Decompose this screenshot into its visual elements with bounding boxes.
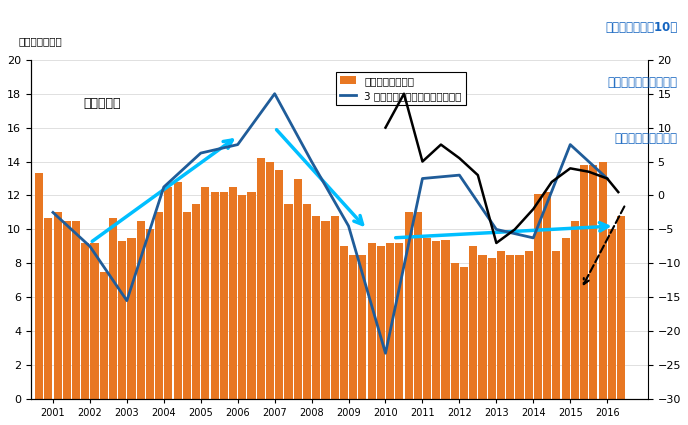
Bar: [349, 255, 357, 399]
Bar: [488, 258, 496, 399]
Bar: [599, 162, 607, 399]
Bar: [340, 246, 348, 399]
Bar: [478, 255, 486, 399]
Bar: [413, 212, 422, 399]
Bar: [580, 165, 588, 399]
Bar: [219, 192, 228, 399]
Legend: 全産業設備投資額, 3 区間移動平均　（対前年度比）: 全産業設備投資額, 3 区間移動平均 （対前年度比）: [336, 72, 466, 105]
Text: 《全産業》: 《全産業》: [83, 97, 120, 110]
Bar: [192, 204, 200, 399]
Bar: [358, 255, 367, 399]
Bar: [109, 218, 117, 399]
Bar: [266, 162, 274, 399]
Bar: [35, 173, 43, 399]
Bar: [469, 246, 477, 399]
Bar: [90, 243, 98, 399]
Bar: [331, 216, 338, 399]
Bar: [229, 187, 237, 399]
Bar: [497, 252, 505, 399]
Text: 単位：兆円，％: 単位：兆円，％: [19, 36, 62, 46]
Bar: [534, 194, 542, 399]
Bar: [284, 204, 292, 399]
Bar: [137, 221, 144, 399]
Bar: [571, 221, 579, 399]
Bar: [173, 182, 182, 399]
Bar: [275, 170, 283, 399]
Bar: [589, 165, 597, 399]
Bar: [460, 267, 468, 399]
Bar: [164, 187, 173, 399]
Bar: [118, 241, 127, 399]
Text: 円以上の企業における: 円以上の企業における: [608, 76, 678, 90]
Text: 設備投資規模が10億: 設備投資規模が10億: [605, 21, 678, 34]
Bar: [525, 252, 533, 399]
Bar: [202, 187, 209, 399]
Bar: [81, 243, 89, 399]
Bar: [405, 212, 413, 399]
Bar: [44, 218, 52, 399]
Bar: [257, 158, 265, 399]
Bar: [432, 241, 440, 399]
Bar: [100, 272, 108, 399]
Bar: [617, 216, 625, 399]
Bar: [312, 216, 321, 399]
Bar: [155, 212, 163, 399]
Bar: [238, 196, 246, 399]
Bar: [248, 192, 256, 399]
Bar: [303, 204, 311, 399]
Bar: [608, 230, 616, 399]
Bar: [442, 240, 449, 399]
Text: る設備投資額増加率: る設備投資額増加率: [614, 132, 678, 145]
Bar: [543, 192, 551, 399]
Bar: [552, 252, 561, 399]
Bar: [63, 221, 71, 399]
Bar: [515, 255, 524, 399]
Bar: [367, 243, 376, 399]
Bar: [377, 246, 385, 399]
Bar: [183, 212, 191, 399]
Bar: [386, 243, 394, 399]
Bar: [211, 192, 219, 399]
Bar: [561, 238, 570, 399]
Bar: [423, 238, 431, 399]
Bar: [506, 255, 514, 399]
Bar: [294, 178, 302, 399]
Bar: [146, 230, 154, 399]
Bar: [54, 212, 62, 399]
Bar: [396, 243, 403, 399]
Bar: [127, 238, 136, 399]
Bar: [72, 221, 80, 399]
Bar: [321, 221, 330, 399]
Bar: [451, 264, 459, 399]
